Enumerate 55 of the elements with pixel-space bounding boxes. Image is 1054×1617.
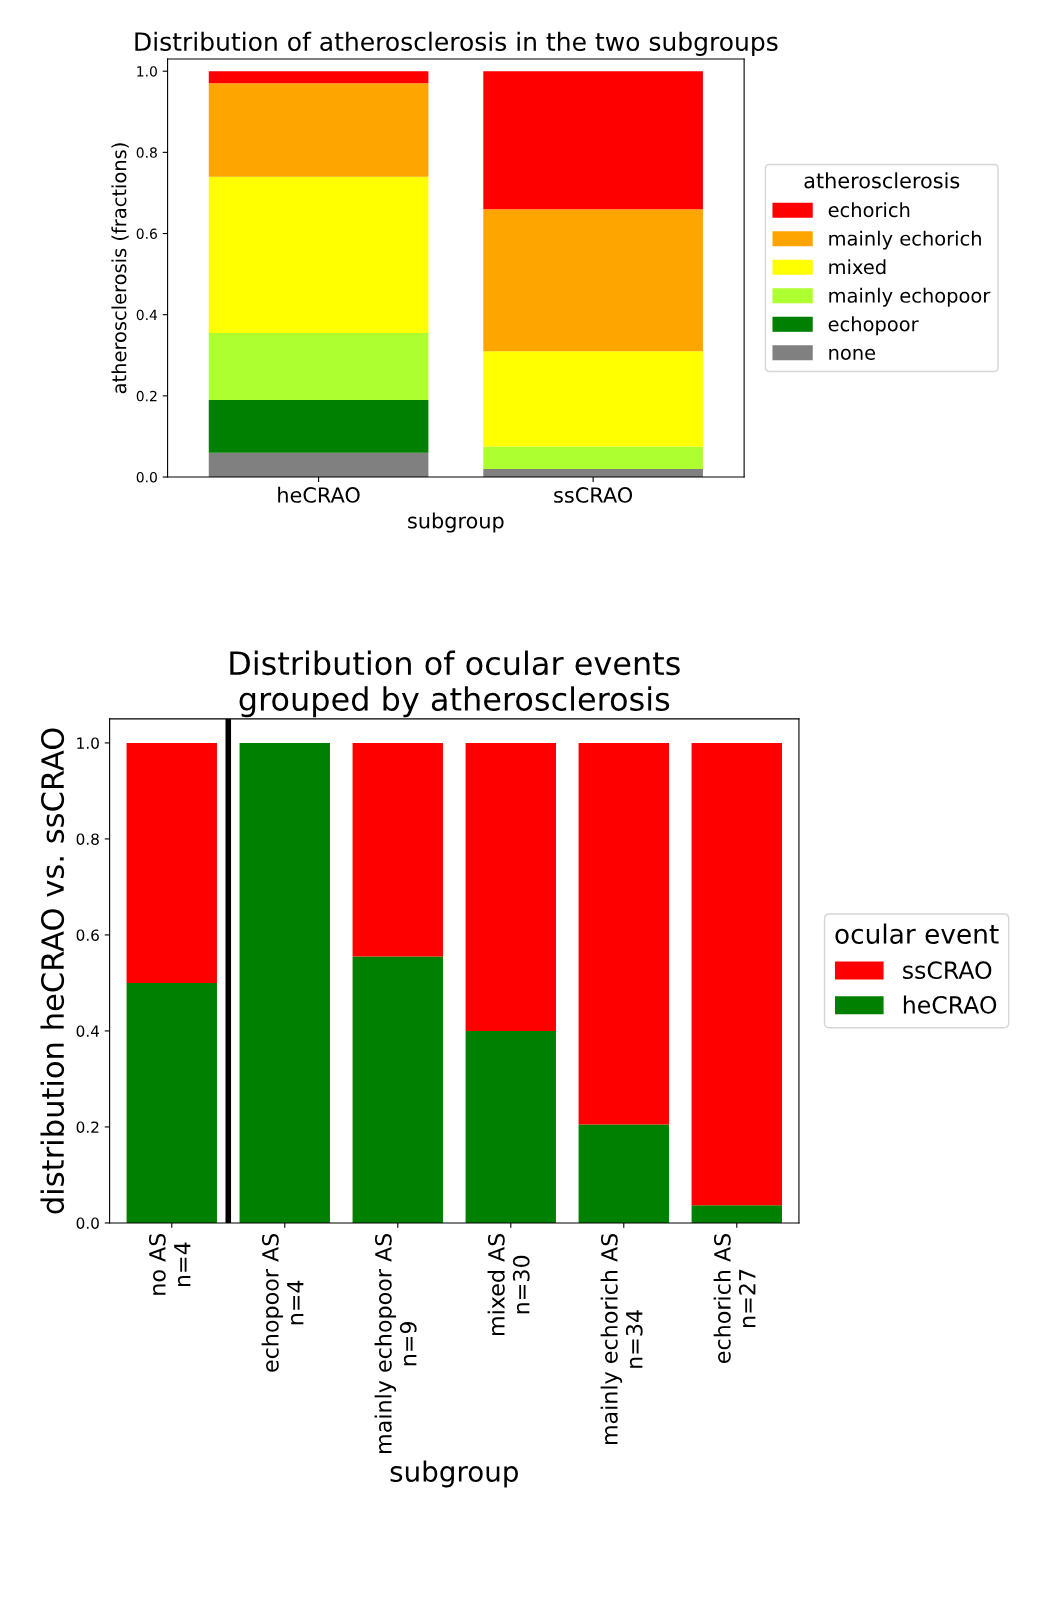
legend-title: atherosclerosis [804,172,960,189]
bar [126,742,217,983]
legend-label: heCRAO [903,995,997,1014]
bar [578,1124,669,1223]
y-tick-label: 0.6 [76,929,99,941]
legend-label: mainly echorich [829,230,981,250]
y-tick-label: 0.6 [136,228,157,239]
bar [483,209,703,352]
y-tick-label: 0.4 [76,1025,100,1037]
bar [483,446,703,469]
bar [578,742,669,1125]
y-axis-title: atherosclerosis (fractions) [111,143,129,394]
y-tick-label: 0.8 [76,833,99,845]
bar [208,399,429,453]
y-tick-label: 0.2 [136,390,157,402]
bar [465,1030,556,1223]
y-tick-label: 0.0 [136,471,157,483]
bar [208,83,429,177]
bar [208,452,429,478]
x-axis-title: subgroup [390,1460,518,1488]
bar [483,71,703,210]
bar [208,332,429,400]
x-tick-label: mainly echorich AS n=34 [600,1233,643,1445]
chart-title: Distribution of ocular events grouped by atherosclerosis [230,650,680,718]
bar [691,742,782,1206]
x-tick-label: mixed AS n=30 [487,1233,530,1336]
legend-title: ocular event [835,923,999,944]
y-tick-label: 0.8 [136,147,157,158]
bar [465,742,556,1031]
x-axis-title: subgroup [408,512,504,533]
legend-label: ssCRAO [903,961,992,980]
bar [483,351,703,447]
bar [691,1205,782,1223]
legend-label: mixed [829,259,886,275]
y-tick-label: 0.2 [76,1121,99,1133]
bar [239,742,330,1223]
bar [352,956,443,1223]
legend-label: mainly echopoor [829,287,991,307]
legend-label: echorich [828,202,910,218]
chart-title: Distribution of atherosclerosis in the two subgroups [135,31,778,56]
y-axis-title: distribution heCRAO vs. ssCRAO [40,728,65,1214]
y-tick-label: 0.0 [76,1217,99,1229]
x-tick-label: no AS n=4 [148,1233,191,1295]
bar [208,71,429,84]
bar [208,176,429,333]
bar [352,742,443,957]
bar [126,982,217,1223]
legend-label: none [829,348,876,360]
y-tick-label: 0.4 [136,309,158,321]
x-tick-label: echorich AS n=27 [713,1233,756,1363]
x-tick-label: echopoor AS n=4 [261,1233,304,1372]
x-tick-label: mainly echopoor AS n=9 [374,1233,417,1453]
legend-label: echopoor [828,316,919,336]
y-tick-label: 1.0 [137,66,157,77]
y-tick-label: 1.0 [77,737,99,749]
